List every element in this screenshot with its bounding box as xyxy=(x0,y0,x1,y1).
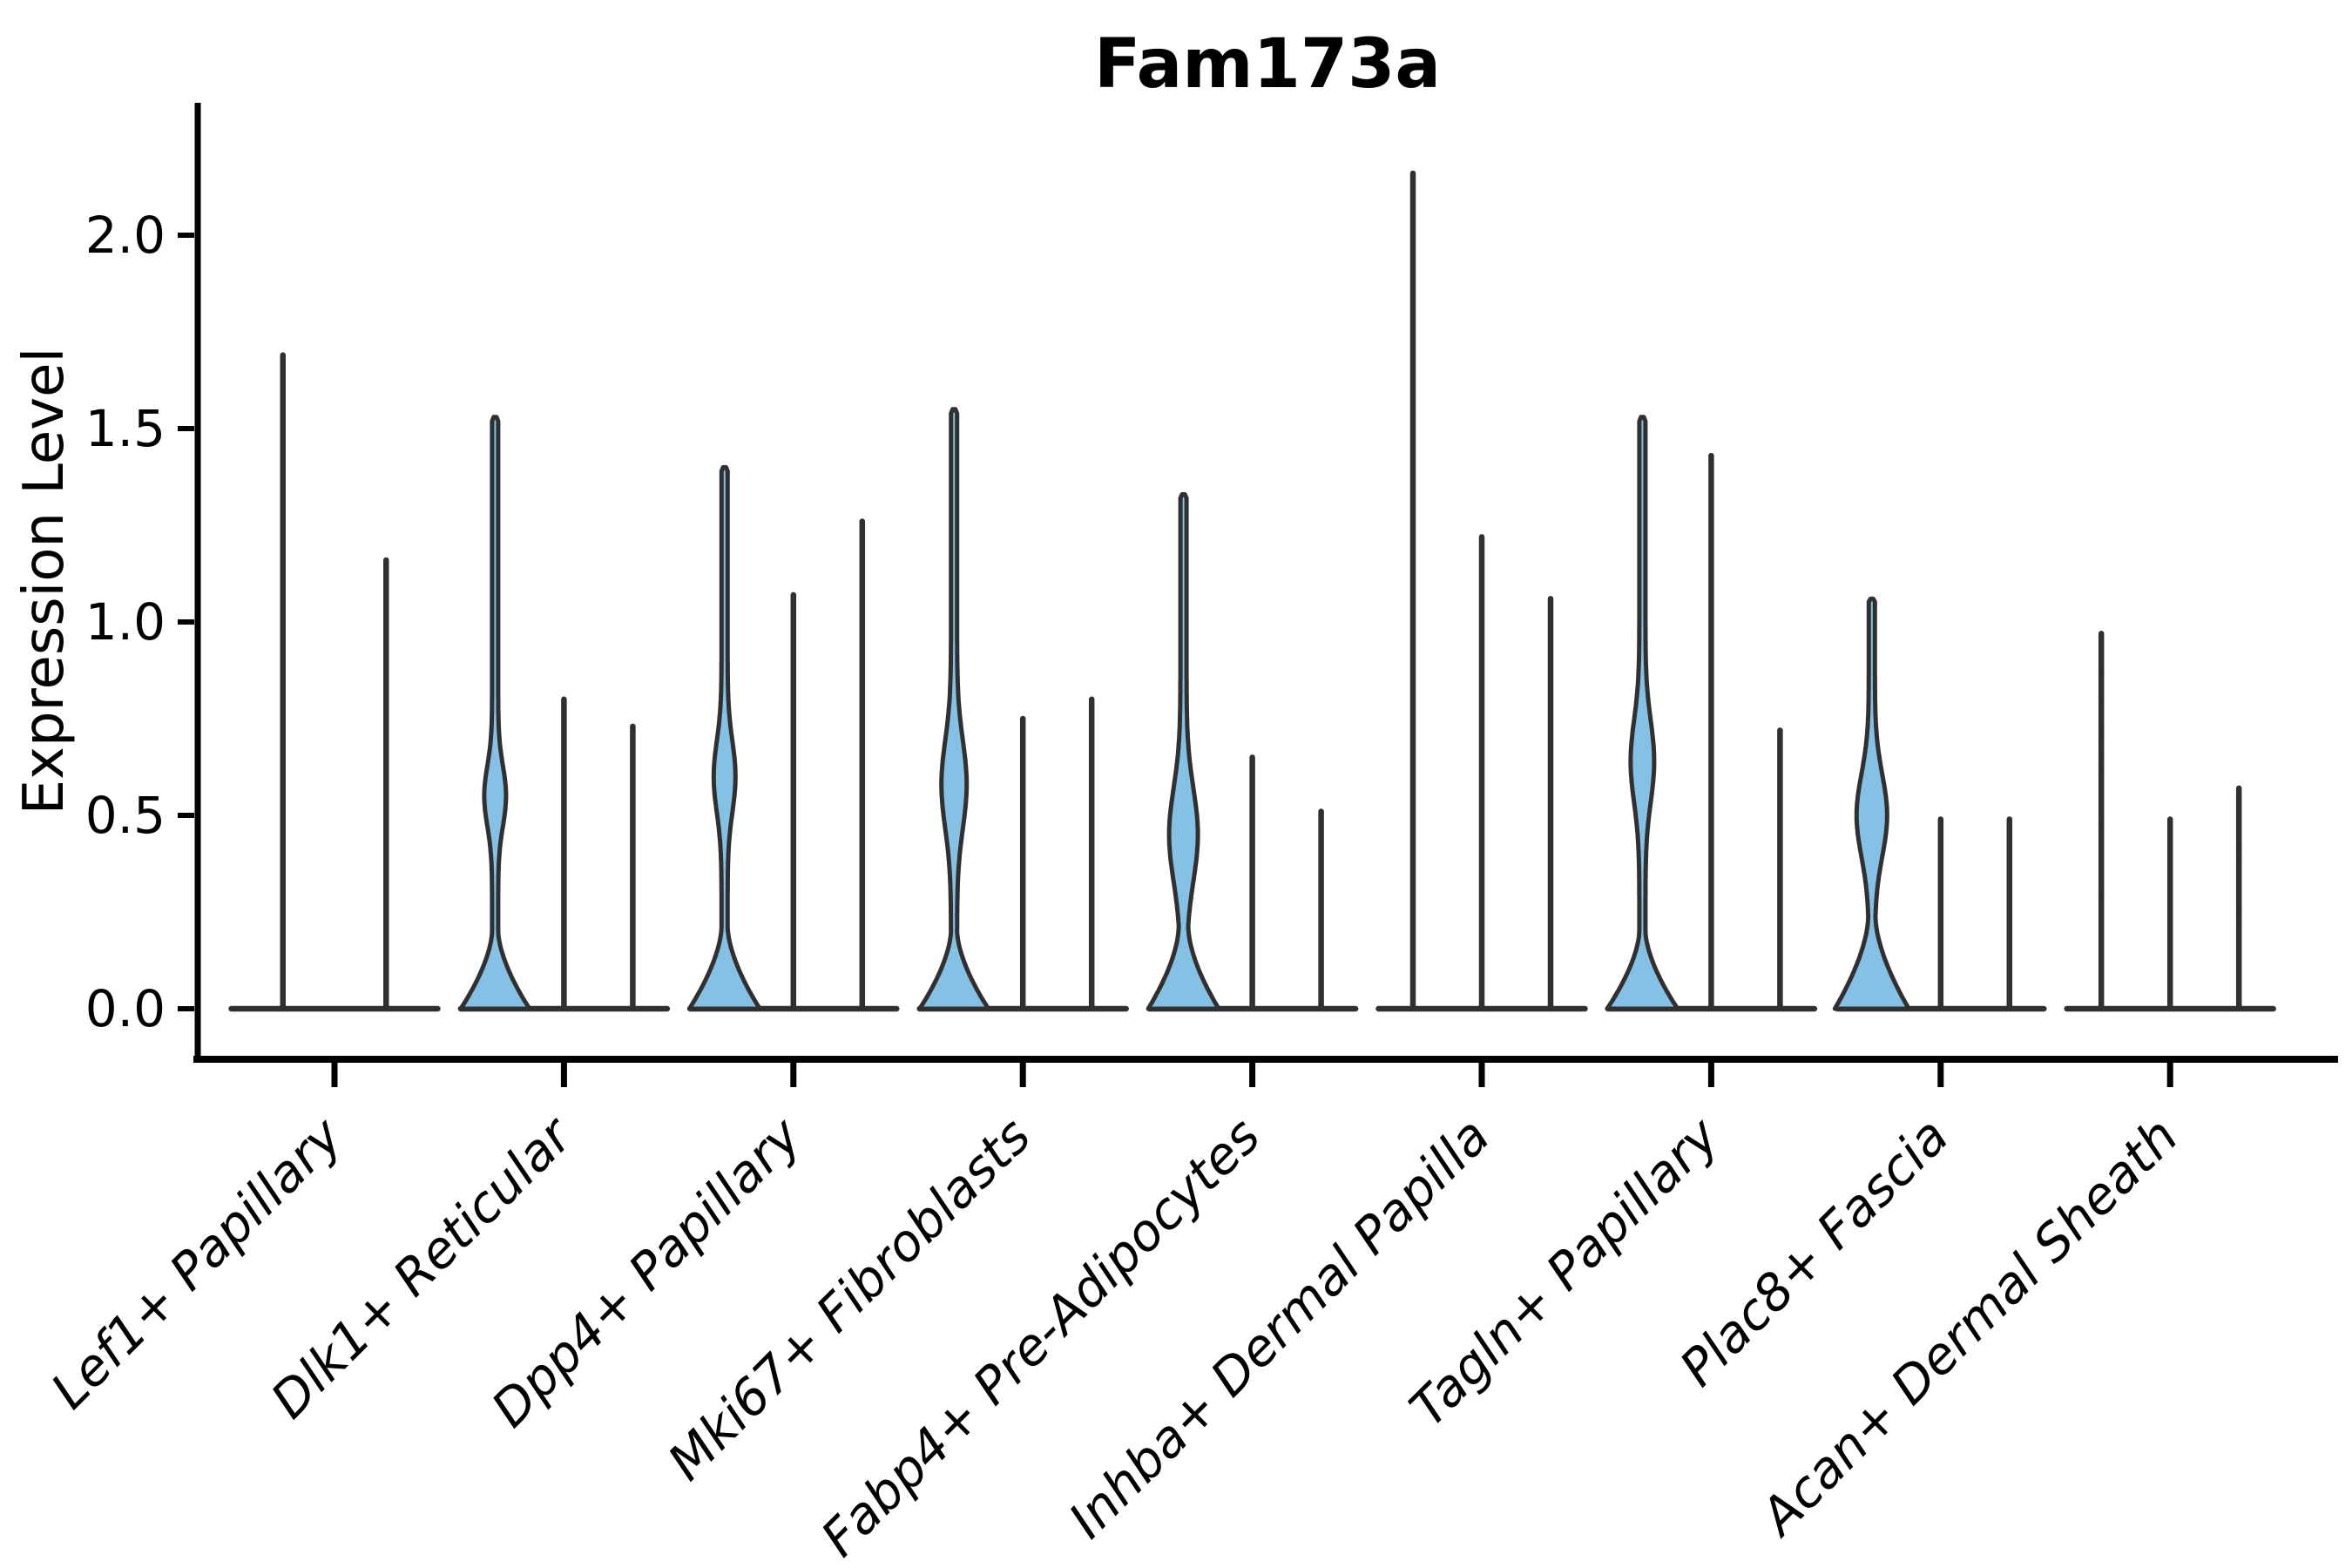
violin-group-6 xyxy=(1605,415,1818,1012)
violin-dot-8-0-3 xyxy=(2099,731,2105,737)
y-tick-label-2: 1.0 xyxy=(85,592,166,652)
violin-dot-8-2-0 xyxy=(2236,843,2242,849)
x-tick-label-8: Acan+ Dermal Sheath xyxy=(1747,1106,2189,1549)
violin-group-4 xyxy=(1146,492,1359,1012)
violin-group-8 xyxy=(2064,631,2276,1012)
violin-dot-8-2-3 xyxy=(2236,889,2242,896)
violin-filled-7-0 xyxy=(1832,596,1911,1011)
axes-layer xyxy=(193,103,2338,1063)
violin-dot-8-0-5 xyxy=(2099,766,2105,772)
violin-group-2 xyxy=(686,464,900,1012)
violin-dot-8-0-2 xyxy=(2099,723,2105,730)
y-tick-label-3: 1.5 xyxy=(85,399,166,458)
violin-group-5 xyxy=(1375,170,1588,1012)
y-tick-label-1: 0.5 xyxy=(85,786,166,845)
chart-title: Fam173a xyxy=(1094,25,1441,104)
y-axis-label: Expression Level xyxy=(12,348,77,815)
violin-filled-4-0 xyxy=(1146,492,1221,1011)
violin-group-7 xyxy=(1832,596,2047,1012)
violin-dot-8-2-2 xyxy=(2236,874,2242,881)
violin-dot-8-0-6 xyxy=(2099,820,2105,827)
violin-group-3 xyxy=(916,407,1129,1012)
violin-dot-8-0-0 xyxy=(2099,669,2105,675)
violin-filled-1-0 xyxy=(458,415,532,1011)
x-tick-label-4: Fabp4+ Pre-Adipocytes xyxy=(809,1106,1271,1568)
violin-dot-8-2-4 xyxy=(2236,905,2242,911)
y-tick-label-0: 0.0 xyxy=(85,979,166,1038)
violins-layer xyxy=(228,170,2276,1012)
violin-dot-8-0-4 xyxy=(2099,754,2105,760)
violin-dot-8-2-1 xyxy=(2236,859,2242,865)
x-tick-label-5: Inhba+ Dermal Papilla xyxy=(1058,1106,1501,1550)
violin-dot-8-0-1 xyxy=(2099,696,2105,702)
violin-dot-8-0-7 xyxy=(2099,889,2105,896)
violin-group-0 xyxy=(228,352,441,1012)
y-tick-label-4: 2.0 xyxy=(85,206,166,265)
violin-filled-6-0 xyxy=(1605,415,1680,1011)
violin-filled-3-0 xyxy=(917,407,991,1011)
violin-filled-2-0 xyxy=(686,464,762,1011)
violin-group-1 xyxy=(457,415,671,1012)
violin-dot-8-2-5 xyxy=(2236,921,2242,927)
